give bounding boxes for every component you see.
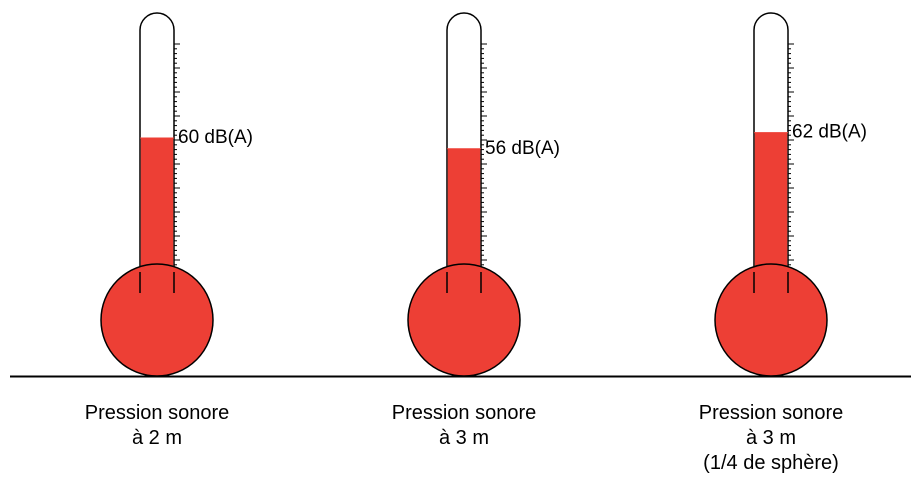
thermometer-2: 56 dB(A) — [407, 12, 560, 377]
value-label: 60 dB(A) — [178, 127, 253, 148]
thermometer-scale — [480, 43, 487, 266]
thermometer-3: 62 dB(A) — [714, 12, 867, 377]
caption-line: (1/4 de sphère) — [703, 452, 839, 474]
value-label: 62 dB(A) — [792, 122, 867, 143]
caption-1: Pression sonore à 2 m — [27, 401, 287, 451]
caption-2: Pression sonore à 3 m — [334, 401, 594, 451]
thermometer-scale — [173, 43, 180, 266]
value-label: 56 dB(A) — [485, 138, 560, 159]
caption-line: à 3 m — [745, 427, 797, 449]
thermometer-scale — [787, 43, 794, 266]
thermometer-neck — [754, 280, 788, 296]
thermometer-bulb — [714, 263, 828, 377]
caption-line: à 3 m — [438, 427, 490, 449]
caption-line: à 2 m — [131, 427, 183, 449]
caption-line: Pression sonore — [391, 402, 537, 424]
caption-3: Pression sonore à 3 m (1/4 de sphère) — [641, 401, 901, 476]
thermometer-bulb — [100, 263, 214, 377]
thermometer-neck — [447, 280, 481, 296]
thermometer-bulb — [407, 263, 521, 377]
thermometer-neck — [140, 280, 174, 296]
caption-line: Pression sonore — [698, 402, 844, 424]
caption-line: Pression sonore — [84, 402, 230, 424]
thermometer-1: 60 dB(A) — [100, 12, 253, 377]
